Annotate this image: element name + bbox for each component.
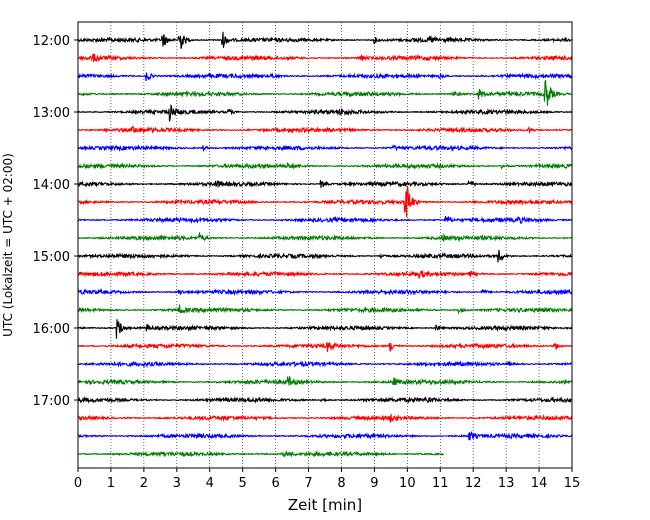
trace-row-1700 [77,395,573,404]
x-tick-label: 6 [271,476,279,491]
trace-row-1300 [77,103,573,122]
trace-row-1400 [77,179,573,188]
trace-row-1430 [77,215,573,225]
x-tick-label: 7 [304,476,312,491]
trace-row-1415 [77,185,573,218]
trace-row-1730 [77,430,573,441]
x-tick-label: 9 [370,476,378,491]
x-tick-label: 11 [432,476,449,491]
x-tick-label: 4 [206,476,214,491]
y-tick-label: 17:00 [33,394,70,409]
y-tick-label: 12:00 [33,34,70,49]
trace-row-1315 [77,125,573,134]
trace-row-1645 [77,375,573,386]
trace-row-1445 [77,232,573,242]
x-tick-label: 13 [498,476,515,491]
y-axis-ticks: 12:00 13:00 14:00 15:00 16:00 17:00 [33,34,78,409]
trace-row-1545 [78,304,573,315]
trace-row-1615 [77,342,573,353]
x-axis-label: Zeit [min] [288,496,362,514]
trace-row-1230 [77,72,573,82]
trace-row-1530 [77,288,573,297]
x-tick-label: 3 [173,476,181,491]
trace-row-1515 [77,270,573,279]
trace-row-1630 [77,360,573,369]
y-axis-label: UTC (Lokalzeit = UTC + 02:00) [1,153,15,337]
y-tick-label: 14:00 [33,178,70,193]
trace-row-1715 [77,413,573,424]
x-tick-label: 12 [465,476,482,491]
x-tick-label: 5 [239,476,247,491]
trace-row-1600 [77,319,573,339]
trace-row-1200 [77,31,573,49]
trace-row-1745 [77,450,444,458]
x-tick-label: 0 [74,476,82,491]
x-tick-label: 10 [399,476,416,491]
seismogram-traces [77,31,573,458]
y-tick-label: 15:00 [33,250,70,265]
x-tick-label: 15 [564,476,581,491]
x-tick-label: 14 [531,476,548,491]
x-tick-label: 1 [107,476,115,491]
x-tick-label: 2 [140,476,148,491]
trace-row-1245 [77,79,573,107]
trace-row-1345 [77,162,573,170]
vertical-grid [110,22,540,468]
trace-row-1330 [77,144,573,153]
x-tick-label: 8 [337,476,345,491]
y-tick-label: 13:00 [33,106,70,121]
plot-frame [77,21,573,469]
y-tick-label: 16:00 [33,322,70,337]
x-axis-ticks: 0 1 2 3 4 5 6 7 8 9 10 11 12 13 14 15 [74,468,580,491]
trace-row-1500 [77,249,573,263]
trace-row-1215 [77,53,573,63]
